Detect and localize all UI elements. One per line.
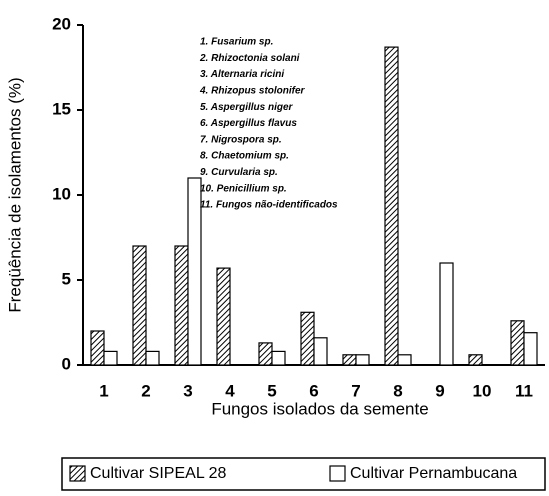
annotation: 9. Curvularia sp. — [200, 167, 278, 178]
x-tick-label: 2 — [141, 381, 150, 400]
annotation: 8. Chaetomium sp. — [200, 151, 289, 162]
bar — [523, 332, 538, 366]
legend-swatch — [69, 465, 86, 482]
annotation: 3. Alternaria ricini — [200, 69, 284, 80]
legend-box — [61, 457, 546, 491]
bar — [103, 350, 118, 366]
x-tick-label: 9 — [435, 381, 444, 400]
x-tick-label: 6 — [309, 381, 318, 400]
x-axis-title: Fungos isolados da semente — [211, 399, 428, 418]
annotation: 2. Rhizoctonia solani — [199, 53, 300, 64]
x-tick-label: 8 — [393, 381, 402, 400]
bar — [174, 245, 189, 366]
bar — [510, 320, 525, 366]
bar — [187, 177, 202, 366]
annotation: 6. Aspergillus flavus — [200, 118, 297, 129]
x-tick-label: 10 — [473, 381, 492, 400]
y-tick-label: 15 — [52, 99, 71, 118]
bar — [384, 46, 399, 366]
x-tick-label: 7 — [351, 381, 360, 400]
annotation: 5. Aspergillus niger — [200, 102, 294, 113]
y-tick-label: 10 — [52, 184, 71, 203]
x-tick-label: 1 — [99, 381, 108, 400]
x-tick-label: 4 — [225, 381, 235, 400]
legend-swatch — [329, 465, 346, 482]
y-tick-label: 5 — [62, 269, 71, 288]
bar — [439, 262, 454, 366]
bar — [468, 354, 483, 366]
x-tick-label: 5 — [267, 381, 276, 400]
bar — [90, 330, 105, 366]
bar — [216, 267, 231, 366]
y-tick-label: 20 — [52, 14, 71, 33]
annotation: 10. Penicillium sp. — [200, 183, 287, 194]
y-tick-label: 0 — [62, 354, 71, 373]
bar — [313, 337, 328, 366]
bar — [342, 354, 357, 366]
annotation: 11. Fungos não-identificados — [200, 200, 338, 211]
bar — [145, 350, 160, 366]
legend-label: Cultivar Pernambucana — [350, 465, 517, 482]
annotation: 1. Fusarium sp. — [200, 37, 273, 48]
annotation: 7. Nigrospora sp. — [200, 134, 282, 145]
x-tick-label: 11 — [515, 381, 533, 400]
annotation: 4. Rhizopus stolonifer — [199, 86, 306, 97]
bar — [258, 342, 273, 366]
legend-label: Cultivar SIPEAL 28 — [90, 465, 226, 482]
bar — [355, 354, 370, 366]
y-axis-title: Freqüência de isolamentos (%) — [5, 77, 24, 312]
bar — [397, 354, 412, 366]
bar — [271, 350, 286, 366]
bar — [132, 245, 147, 366]
x-tick-label: 3 — [183, 381, 192, 400]
bar — [300, 311, 315, 366]
